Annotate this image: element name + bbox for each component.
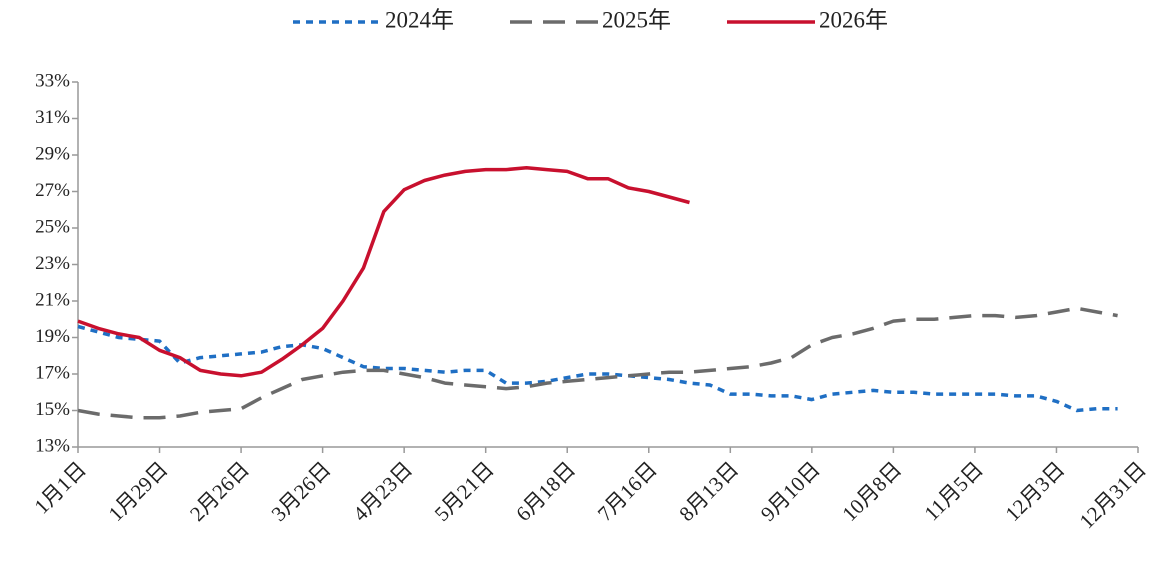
y-tick-label: 23% <box>35 253 70 274</box>
y-tick-label: 33% <box>35 70 70 91</box>
y-tick-label: 13% <box>35 435 70 456</box>
y-tick-label: 25% <box>35 216 70 237</box>
x-tick-label: 2月26日 <box>185 457 254 526</box>
y-tick-label: 17% <box>35 362 70 383</box>
x-tick-label: 11月5日 <box>919 457 987 525</box>
x-tick-label: 10月8日 <box>837 457 906 526</box>
y-tick-label: 15% <box>35 399 70 420</box>
y-tick-label: 19% <box>35 326 70 347</box>
x-tick-label: 3月26日 <box>267 457 336 526</box>
x-tick-label: 5月21日 <box>430 457 499 526</box>
legend-label: 2024年 <box>385 7 454 32</box>
series-line <box>77 306 1118 420</box>
legend-label: 2026年 <box>819 7 888 32</box>
series-line <box>77 166 690 378</box>
x-tick-label: 4月23日 <box>348 457 417 526</box>
y-tick-label: 27% <box>35 180 70 201</box>
x-tick-label: 12月3日 <box>1000 457 1069 526</box>
x-tick-label: 6月18日 <box>511 457 580 526</box>
series-line <box>77 324 1118 413</box>
y-tick-label: 31% <box>35 107 70 128</box>
x-tick-label: 1月1日 <box>29 457 91 519</box>
y-tick-label: 29% <box>35 143 70 164</box>
legend-label: 2025年 <box>602 7 671 32</box>
x-tick-label: 1月29日 <box>104 457 173 526</box>
y-tick-label: 21% <box>35 289 70 310</box>
x-tick-label: 9月10日 <box>756 457 825 526</box>
x-tick-label: 8月13日 <box>674 457 743 526</box>
x-tick-label: 7月16日 <box>593 457 662 526</box>
x-tick-label: 12月31日 <box>1075 457 1151 533</box>
